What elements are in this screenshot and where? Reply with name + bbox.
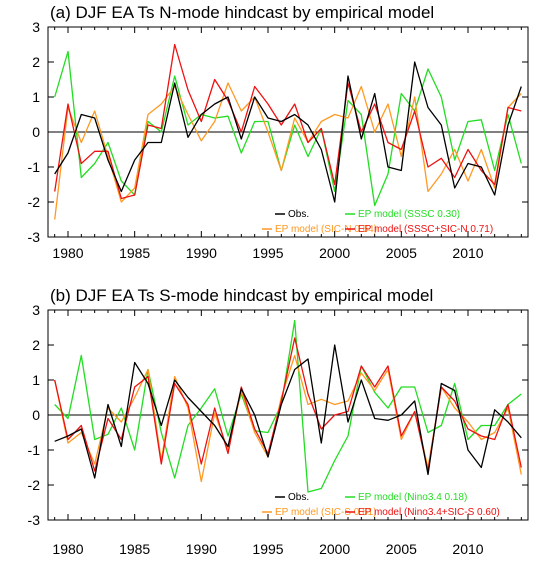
series-line-obs — [54, 61, 522, 203]
y-tick-label: 0 — [32, 407, 40, 423]
series-line-green — [54, 319, 522, 493]
legend-green-label: EP model (Nino3.4 0.18) — [358, 492, 467, 503]
y-tick-label: -2 — [28, 194, 41, 210]
panel-a: (a) DJF EA Ts N-mode hindcast by empiric… — [28, 3, 529, 261]
x-tick-label: 1985 — [119, 245, 150, 261]
x-tick-label: 2005 — [386, 541, 417, 557]
y-tick-label: 1 — [32, 372, 40, 388]
y-tick-label: 1 — [32, 89, 40, 105]
panel-title: (b) DJF EA Ts S-mode hindcast by empiric… — [50, 286, 433, 305]
series-line-orange — [54, 82, 522, 220]
y-tick-label: -1 — [28, 442, 41, 458]
x-tick-label: 1990 — [186, 541, 217, 557]
y-tick-label: -1 — [28, 159, 41, 175]
panel-title: (a) DJF EA Ts N-mode hindcast by empiric… — [50, 3, 434, 22]
x-tick-label: 1980 — [52, 541, 83, 557]
x-tick-label: 2000 — [319, 245, 350, 261]
y-tick-label: 3 — [32, 302, 40, 318]
x-tick-label: 2005 — [386, 245, 417, 261]
x-tick-label: 1995 — [252, 541, 283, 557]
x-tick-label: 1985 — [119, 541, 150, 557]
series-line-red — [54, 337, 522, 472]
series-line-green — [54, 50, 522, 207]
x-tick-label: 2000 — [319, 541, 350, 557]
series-line-obs — [54, 344, 522, 479]
y-tick-label: 2 — [32, 54, 40, 70]
y-tick-label: 3 — [32, 19, 40, 35]
y-tick-label: 0 — [32, 124, 40, 140]
x-tick-label: 1980 — [52, 245, 83, 261]
panel-b: (b) DJF EA Ts S-mode hindcast by empiric… — [28, 286, 529, 557]
legend-obs-label: Obs. — [288, 492, 309, 503]
x-tick-label: 2010 — [452, 245, 483, 261]
y-tick-label: -2 — [28, 477, 41, 493]
legend-red-label: EP model (Nino3.4+SIC-S 0.60) — [358, 507, 500, 518]
legend-obs-label: Obs. — [288, 209, 309, 220]
x-tick-label: 1995 — [252, 245, 283, 261]
x-tick-label: 1990 — [186, 245, 217, 261]
x-tick-label: 2010 — [452, 541, 483, 557]
y-tick-label: -3 — [28, 512, 41, 528]
series-line-red — [54, 43, 522, 200]
series-line-orange — [54, 354, 522, 483]
y-tick-label: -3 — [28, 229, 41, 245]
legend-orange-label: EP model (SIC-S 0.61) — [275, 507, 377, 518]
legend-red-label: EP model (SSSC+SIC-N 0.71) — [358, 224, 493, 235]
legend-green-label: EP model (SSSC 0.30) — [358, 209, 460, 220]
y-tick-label: 2 — [32, 337, 40, 353]
legend-orange-label: EP model (SIC-N 0.64) — [275, 224, 377, 235]
